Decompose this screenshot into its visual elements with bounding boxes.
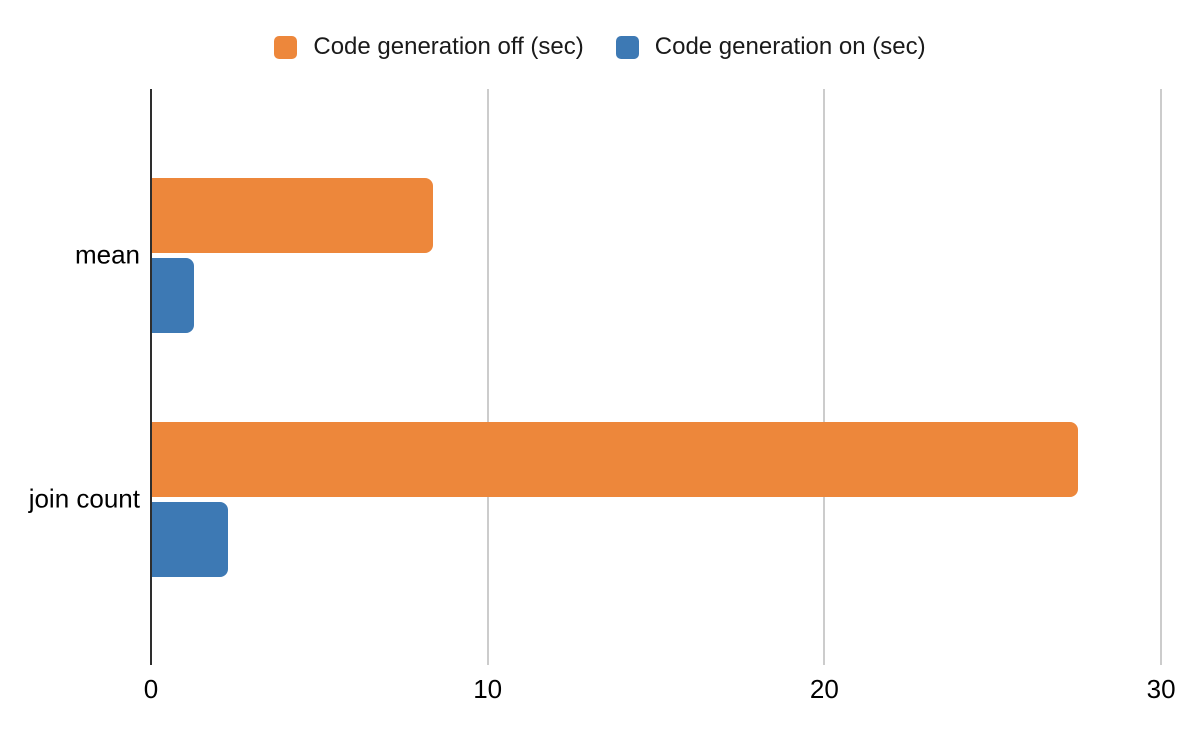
legend-item-codegen-off: Code generation off (sec): [274, 33, 584, 61]
legend-item-codegen-on: Code generation on (sec): [615, 33, 926, 61]
x-tick-label-0: 0: [143, 674, 159, 704]
bar-join-count-codegen-on: [152, 501, 228, 577]
bar-join-count-codegen-off: [152, 421, 1078, 497]
bar-mean-codegen-off: [152, 177, 433, 253]
legend-swatch-orange-icon: [274, 35, 298, 59]
x-tick-label-10: 10: [473, 674, 503, 704]
legend-swatch-blue-icon: [615, 35, 639, 59]
gridline-x-30: [1160, 89, 1163, 665]
x-tick-label-20: 20: [809, 674, 839, 704]
gridline-x-20: [823, 89, 826, 665]
category-label-join-count: join count: [28, 483, 140, 514]
category-label-mean: mean: [74, 239, 140, 270]
legend-label-codegen-on: Code generation on (sec): [654, 33, 926, 60]
y-axis-line: [150, 89, 152, 665]
gridline-x-10: [486, 89, 489, 665]
chart-legend: Code generation off (sec) Code generatio…: [0, 33, 1200, 61]
bar-mean-codegen-on: [152, 257, 194, 333]
x-tick-label-30: 30: [1146, 674, 1176, 704]
legend-label-codegen-off: Code generation off (sec): [313, 33, 584, 60]
